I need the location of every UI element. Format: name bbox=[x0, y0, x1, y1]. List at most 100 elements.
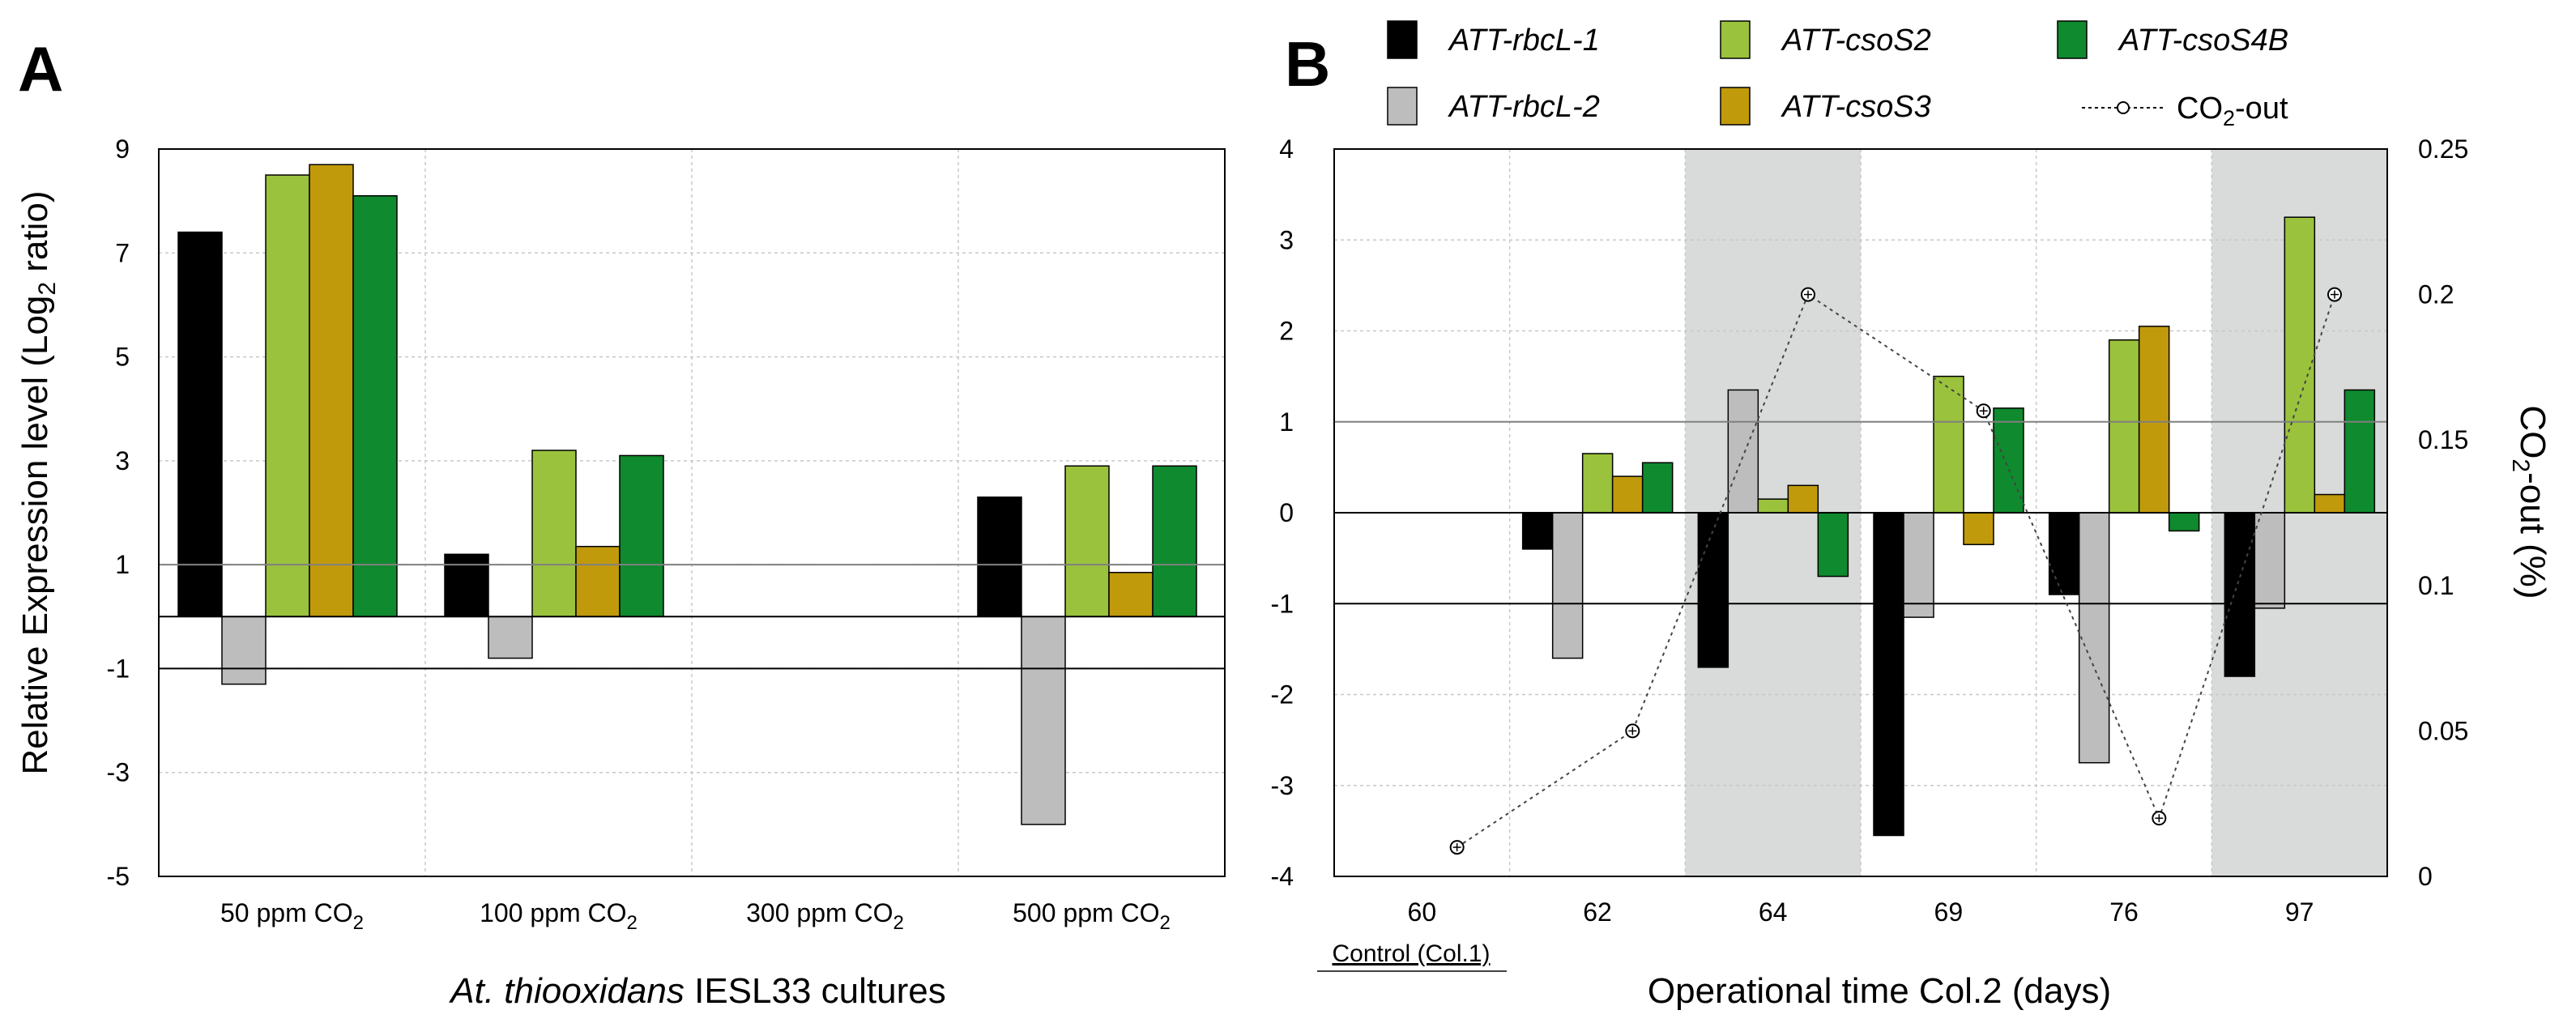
panel-b-y2-ticks: 0 0.05 0.1 0.15 0.2 0.25 bbox=[2418, 134, 2468, 891]
panel-a-bars bbox=[177, 164, 1197, 825]
panel-b-plot-frame bbox=[1333, 148, 2388, 877]
panel-b-co2-series bbox=[1449, 287, 2342, 855]
panel-a-y-tick-label: 9 bbox=[115, 134, 130, 164]
bar-a-csoS2-0 bbox=[265, 174, 310, 618]
panel-b-y-tick-label: -3 bbox=[1271, 771, 1294, 800]
panel-a-x-tick-sub: 2 bbox=[893, 912, 904, 934]
bar-a-rbcL2-0 bbox=[221, 616, 267, 685]
panel-b-right-label-text: CO bbox=[2513, 405, 2553, 458]
panel-a-x-axis-label: At. thiooxidans IESL33 cultures bbox=[448, 971, 945, 1011]
panel-b-y2-tick-label: 0.2 bbox=[2418, 280, 2454, 309]
panel-b-y2-tick-label: 0.25 bbox=[2418, 134, 2468, 164]
panel-a-plot-frame bbox=[158, 148, 1226, 877]
bar-b-rbcL1-76 bbox=[2048, 512, 2080, 595]
panel-a-x-label-italic: At. thiooxidans bbox=[448, 971, 685, 1011]
legend-swatch-csoS4B bbox=[2057, 20, 2088, 59]
legend-swatch-csoS3 bbox=[1720, 87, 1751, 126]
panel-a-y-tick-label: -1 bbox=[107, 654, 130, 683]
legend-co2-marker bbox=[2117, 101, 2130, 114]
panel-b-x-tick-label: 97 bbox=[2285, 897, 2314, 927]
panel-a-y-tick-label: 3 bbox=[115, 446, 130, 475]
panel-b-reference-lines bbox=[1334, 420, 2387, 605]
panel-a-y-tick-label: -3 bbox=[107, 758, 130, 787]
legend: ATT-rbcL-1 ATT-csoS2 ATT-csoS4B ATT-rbcL-2 A… bbox=[1387, 20, 2288, 126]
bar-a-csoS3-3 bbox=[1108, 572, 1154, 618]
panel-a-y-ticks: -5 -3 -1 1 3 5 7 9 bbox=[107, 134, 130, 891]
panel-a-x-tick-text: 300 ppm CO bbox=[746, 898, 893, 927]
panel-a-y-tick-label: -5 bbox=[107, 862, 130, 891]
panel-b-right-label-sub: 2 bbox=[2507, 458, 2534, 472]
panel-a-x-tick-label: 500 ppm CO2 bbox=[1013, 898, 1171, 934]
panel-b-x-axis-label: Operational time Col.2 (days) bbox=[1648, 971, 2111, 1011]
legend-co2-sub: 2 bbox=[2223, 106, 2235, 130]
panel-b-label: B bbox=[1285, 28, 1330, 100]
panel-b-right-label-suffix: -out (%) bbox=[2513, 472, 2553, 599]
panel-a-x-tick-text: 500 ppm CO bbox=[1013, 898, 1159, 927]
bar-b-rbcL1-62 bbox=[1521, 512, 1554, 550]
control-label: Control (Col.1) bbox=[1332, 940, 1490, 967]
co2-out-point-69 bbox=[1976, 403, 1991, 419]
panel-b-x-tick-label: 64 bbox=[1759, 897, 1788, 927]
panel-b-y2-tick-label: 0.1 bbox=[2418, 571, 2454, 600]
panel-a-y-tick-label: 7 bbox=[115, 238, 130, 267]
co2-out-point-76 bbox=[2152, 811, 2167, 826]
panel-b-right-axis-label: CO2-out (%) bbox=[2507, 405, 2553, 599]
bar-b-csoS2-64 bbox=[1757, 498, 1789, 514]
panel-b-bars bbox=[1521, 216, 2376, 837]
panel-a-x-ticks: 50 ppm CO2 100 ppm CO2 300 ppm CO2 500 ppm … bbox=[220, 898, 1171, 934]
bar-b-rbcL2-69 bbox=[1903, 512, 1934, 618]
bar-a-rbcL2-1 bbox=[488, 616, 533, 659]
panel-b-y-tick-label: 2 bbox=[1279, 317, 1294, 346]
legend-label-csoS3: ATT-csoS3 bbox=[1781, 90, 1931, 124]
legend-item-co2-out: CO2-out bbox=[2082, 92, 2288, 130]
co2-out-point-60 bbox=[1449, 840, 1465, 855]
bar-b-csoS2-76 bbox=[2108, 339, 2140, 514]
bar-b-rbcL1-64 bbox=[1697, 512, 1729, 668]
legend-swatch-rbcL2 bbox=[1387, 87, 1418, 126]
bar-a-rbcL2-3 bbox=[1021, 616, 1066, 825]
legend-item-csoS4B: ATT-csoS4B bbox=[2057, 20, 2288, 59]
bar-a-rbcL1-0 bbox=[177, 231, 223, 618]
co2-out-point-62 bbox=[1625, 723, 1640, 739]
panel-a-y-label-text: Relative Expression level (Log bbox=[15, 296, 55, 775]
bar-a-rbcL1-1 bbox=[444, 553, 489, 618]
bar-a-csoS4B-0 bbox=[352, 194, 398, 618]
panel-b-x-tick-label: 69 bbox=[1934, 897, 1964, 927]
legend-item-rbcL2: ATT-rbcL-2 bbox=[1387, 87, 1600, 126]
panel-a-y-tick-label: 1 bbox=[115, 550, 130, 579]
panel-b-x-tick-label: 60 bbox=[1408, 897, 1437, 927]
panel-a-reference-lines bbox=[159, 564, 1225, 670]
legend-co2-text: CO bbox=[2177, 92, 2223, 126]
bar-b-rbcL1-69 bbox=[1873, 512, 1904, 837]
bar-b-rbcL1-97 bbox=[2224, 512, 2256, 677]
panel-a-y-tick-label: 5 bbox=[115, 343, 130, 372]
panel-a-x-tick-text: 50 ppm CO bbox=[220, 898, 353, 927]
panel-b-y-tick-label: -1 bbox=[1271, 589, 1294, 618]
bar-b-csoS3-69 bbox=[1963, 512, 1994, 546]
legend-label-csoS2: ATT-csoS2 bbox=[1781, 23, 1931, 58]
bar-b-csoS2-62 bbox=[1581, 453, 1614, 514]
legend-swatch-rbcL1 bbox=[1387, 20, 1418, 59]
co2-out-point-64 bbox=[1801, 287, 1815, 302]
bar-b-rbcL2-97 bbox=[2254, 512, 2286, 609]
panel-b-y-tick-label: 0 bbox=[1279, 498, 1294, 527]
panel-a-x-tick-label: 50 ppm CO2 bbox=[220, 898, 364, 934]
co2-out-line bbox=[1456, 293, 2335, 848]
bar-a-csoS3-0 bbox=[309, 164, 354, 618]
panel-b-y-ticks: -4 -3 -2 -1 0 1 2 3 4 bbox=[1271, 134, 1294, 891]
legend-label-rbcL2: ATT-rbcL-2 bbox=[1448, 90, 1600, 124]
panel-b-y2-tick-label: 0.15 bbox=[2418, 425, 2468, 454]
panel-b-x-ticks: 60 62 64 69 76 97 bbox=[1408, 897, 2314, 927]
co2-out-point-97 bbox=[2327, 287, 2342, 302]
panel-a-y-label-sub: 2 bbox=[34, 282, 61, 296]
panel-b-y-tick-label: -4 bbox=[1271, 862, 1294, 891]
bar-b-csoS4B-64 bbox=[1817, 512, 1849, 578]
panel-a-y-axis-label: Relative Expression level (Log2 ratio) bbox=[15, 190, 61, 774]
legend-item-rbcL1: ATT-rbcL-1 bbox=[1387, 20, 1600, 59]
legend-label-rbcL1: ATT-rbcL-1 bbox=[1448, 23, 1600, 58]
bar-a-csoS4B-3 bbox=[1152, 465, 1197, 618]
panel-b-x-tick-label: 62 bbox=[1583, 897, 1612, 927]
bar-b-csoS4B-62 bbox=[1641, 462, 1674, 514]
bar-b-csoS3-64 bbox=[1787, 484, 1819, 514]
bar-a-csoS3-1 bbox=[575, 545, 621, 618]
